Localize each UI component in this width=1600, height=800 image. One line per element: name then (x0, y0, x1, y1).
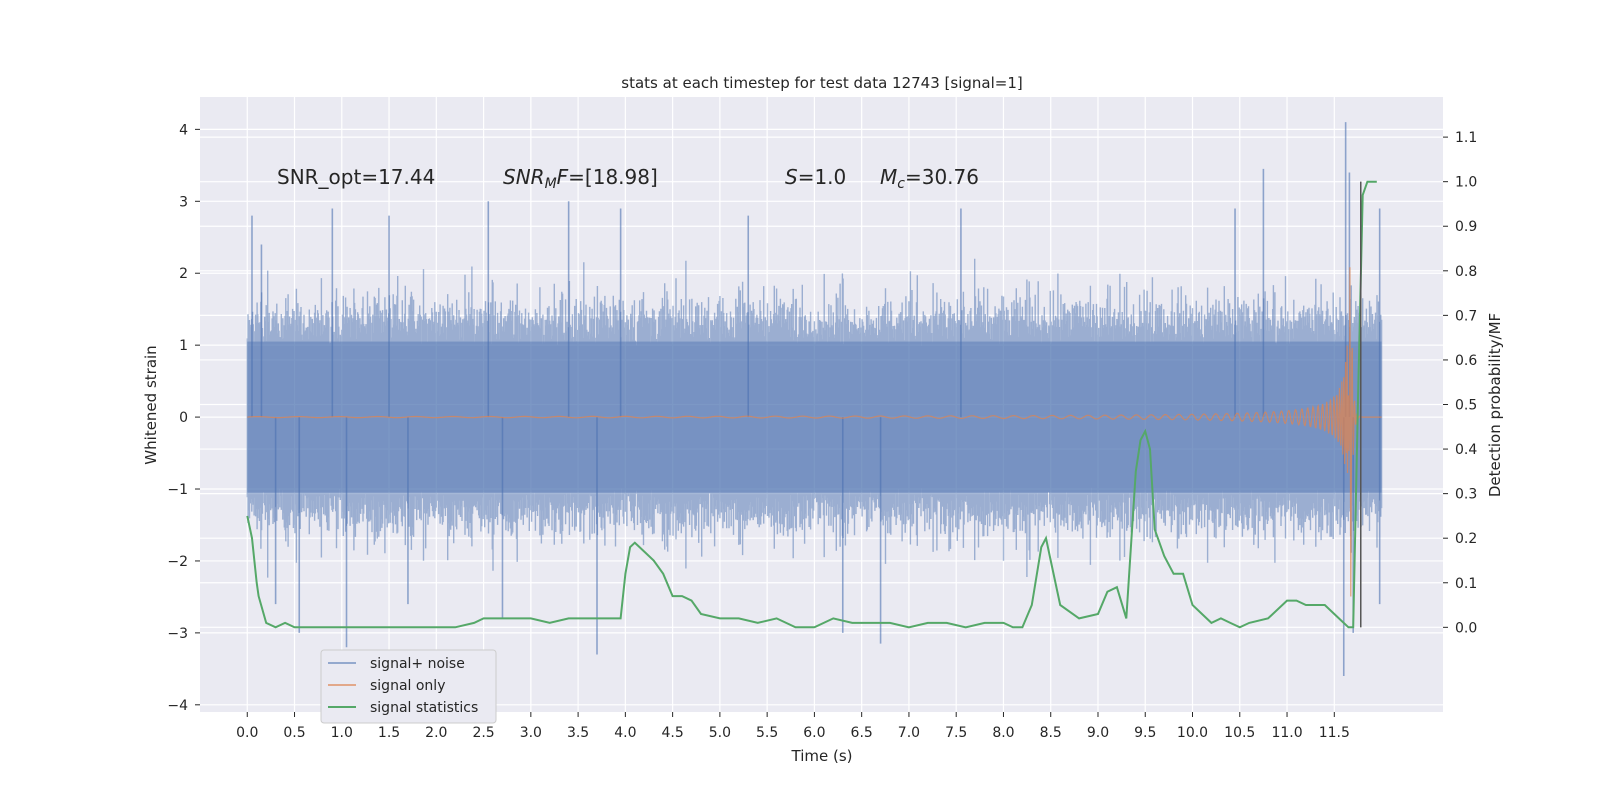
y2-tick-label-3: 0.8 (1455, 264, 1477, 280)
x-tick-label-7: 3.5 (567, 725, 589, 741)
y2-tick-label-4: 0.7 (1455, 308, 1477, 324)
y2-tick-label-7: 0.4 (1455, 442, 1477, 458)
y2-tick-label-11: 0.0 (1455, 620, 1477, 636)
annotation-snr-opt: SNR_opt=17.44 (277, 165, 435, 189)
y2-tick-label-2: 0.9 (1455, 219, 1477, 235)
x-tick-label-12: 6.0 (803, 725, 825, 741)
annotation-mc: Mc=30.76 (880, 165, 979, 192)
y-tick-label-0: 4 (179, 122, 188, 138)
x-tick-label-15: 7.5 (945, 725, 967, 741)
y-tick-label-2: 2 (179, 266, 188, 282)
signal-statistics-line (246, 180, 1377, 629)
x-tick-label-23: 11.5 (1319, 725, 1350, 741)
y-axis-label: Whitened strain (142, 345, 160, 464)
y2-tick-label-10: 0.1 (1455, 576, 1477, 592)
y-tick-label-3: 1 (179, 338, 188, 354)
x-tick-label-17: 8.5 (1040, 725, 1062, 741)
signal-only-line (247, 267, 1382, 597)
x-tick-label-5: 2.5 (472, 725, 494, 741)
y2-tick-label-1: 1.0 (1455, 175, 1477, 191)
y2-axis-label: Detection probability/MF (1486, 313, 1504, 497)
x-tick-label-11: 5.5 (756, 725, 778, 741)
x-tick-label-4: 2.0 (425, 725, 447, 741)
x-tick-label-18: 9.0 (1087, 725, 1109, 741)
y-tick-label-5: −1 (167, 482, 188, 498)
x-tick-label-13: 6.5 (851, 725, 873, 741)
x-tick-label-3: 1.5 (378, 725, 400, 741)
annotation-s: S=1.0 (785, 165, 846, 189)
y-tick-label-6: −2 (167, 554, 188, 570)
x-tick-label-8: 4.0 (614, 725, 636, 741)
series-signal-only (247, 267, 1382, 597)
y2-tick-label-8: 0.3 (1455, 487, 1477, 503)
y2-tick-label-0: 1.1 (1455, 130, 1477, 146)
legend-label-signal-plus-noise: signal+ noise (370, 656, 465, 672)
y2-tick-label-9: 0.2 (1455, 531, 1477, 547)
legend-label-signal-statistics: signal statistics (370, 700, 478, 716)
axes: 0.0 0.5 1.0 1.5 2.0 2.5 3.0 3.5 4.0 4.5 5.0 5.5 6.0 6… (167, 122, 1477, 741)
x-tick-label-2: 1.0 (331, 725, 353, 741)
y2-tick-label-6: 0.5 (1455, 398, 1477, 414)
x-tick-label-6: 3.0 (520, 725, 542, 741)
x-axis-label: Time (s) (791, 747, 853, 765)
x-tick-label-22: 11.0 (1271, 725, 1302, 741)
x-tick-label-16: 8.0 (992, 725, 1014, 741)
legend-label-signal-only: signal only (370, 678, 445, 694)
x-tick-label-10: 5.0 (709, 725, 731, 741)
x-tick-label-0: 0.0 (236, 725, 258, 741)
series-signal-statistics (246, 180, 1377, 629)
y-tick-label-8: −4 (167, 698, 188, 714)
x-tick-label-9: 4.5 (661, 725, 683, 741)
y-tick-label-1: 3 (179, 194, 188, 210)
y-tick-label-7: −3 (167, 626, 188, 642)
legend-box (320, 649, 497, 724)
x-tick-label-20: 10.0 (1177, 725, 1208, 741)
x-tick-label-1: 0.5 (283, 725, 305, 741)
legend: signal+ noise signal only signal statist… (320, 649, 497, 724)
x-tick-label-21: 10.5 (1224, 725, 1255, 741)
annotation-snr-mf: SNRMF=[18.98] (503, 165, 658, 192)
x-tick-label-19: 9.5 (1134, 725, 1156, 741)
chart-title: stats at each timestep for test data 127… (621, 74, 1022, 92)
x-tick-label-14: 7.0 (898, 725, 920, 741)
y-tick-label-4: 0 (179, 410, 188, 426)
y2-tick-label-5: 0.6 (1455, 353, 1477, 369)
